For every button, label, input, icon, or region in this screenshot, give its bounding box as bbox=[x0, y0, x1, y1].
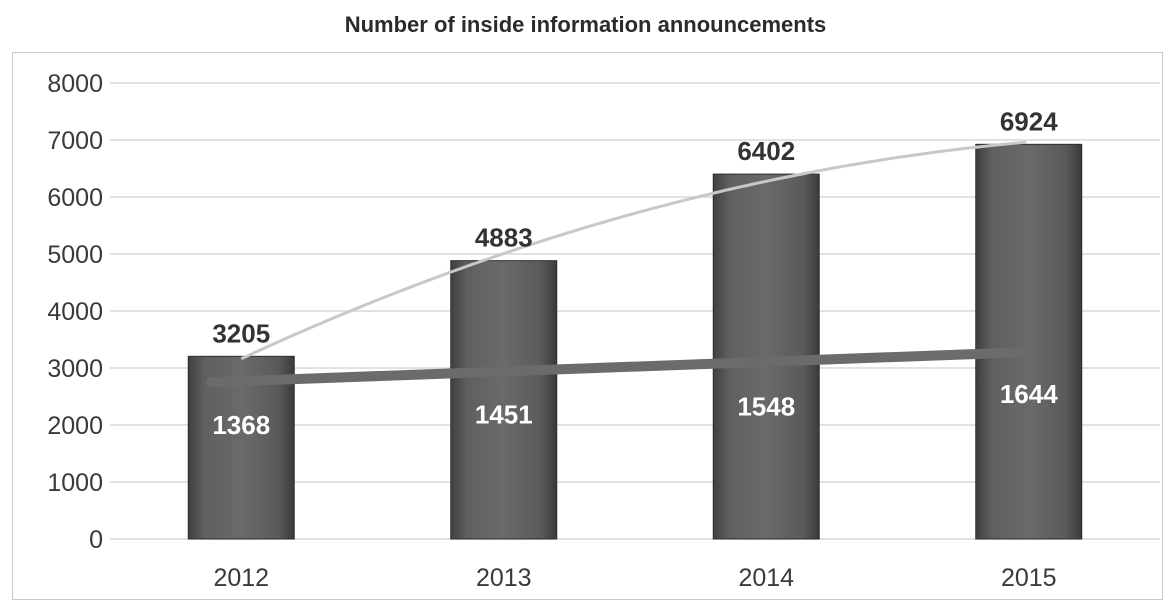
bar-value-label: 4883 bbox=[475, 223, 533, 253]
y-tick-label: 2000 bbox=[47, 412, 103, 440]
inner-value-label: 1548 bbox=[737, 391, 795, 421]
y-tick-label: 8000 bbox=[47, 70, 103, 98]
chart-title: Number of inside information announcemen… bbox=[344, 12, 827, 37]
y-tick-label: 5000 bbox=[47, 241, 103, 269]
y-tick-label: 4000 bbox=[47, 298, 103, 326]
bars bbox=[187, 143, 1083, 540]
x-tick-label: 2013 bbox=[476, 564, 532, 592]
y-tick-label: 1000 bbox=[47, 469, 103, 497]
bar bbox=[450, 260, 558, 540]
y-tick-label: 0 bbox=[89, 526, 103, 554]
x-tick-label: 2014 bbox=[738, 564, 794, 592]
y-tick-label: 7000 bbox=[47, 127, 103, 155]
data-labels: 3205 4883 6402 6924 1368 1451 1548 1644 bbox=[212, 106, 1058, 440]
inner-value-label: 1644 bbox=[1000, 379, 1058, 409]
bar bbox=[975, 143, 1083, 540]
trend-curve bbox=[240, 140, 1027, 361]
x-tick-label: 2015 bbox=[1001, 564, 1057, 592]
y-tick-label: 3000 bbox=[47, 355, 103, 383]
bar bbox=[187, 355, 295, 540]
chart-frame bbox=[12, 52, 1163, 600]
y-axis-ticks: 0 1000 2000 3000 4000 5000 6000 7000 8000 bbox=[47, 70, 103, 554]
bar-value-label: 6402 bbox=[737, 136, 795, 166]
linear-trend-line bbox=[206, 347, 1034, 388]
inner-value-label: 1451 bbox=[475, 399, 533, 429]
bar-value-label: 6924 bbox=[1000, 106, 1058, 136]
y-tick-label: 6000 bbox=[47, 184, 103, 212]
x-axis-ticks: 2012 2013 2014 2015 bbox=[213, 564, 1056, 592]
bar-value-label: 3205 bbox=[212, 318, 270, 348]
x-tick-label: 2012 bbox=[213, 564, 269, 592]
inner-value-label: 1368 bbox=[212, 410, 270, 440]
